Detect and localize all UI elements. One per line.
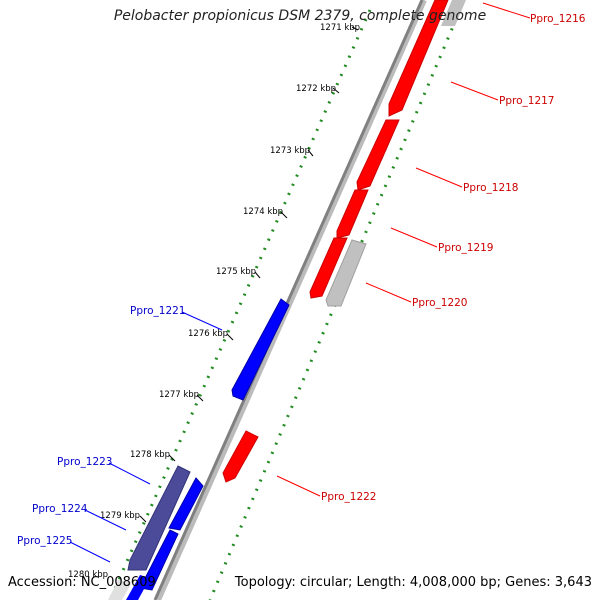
- svg-text:Ppro_1223: Ppro_1223: [57, 456, 112, 468]
- gene-bottom[interactable]: [126, 575, 150, 600]
- tick-1273: 1273 kbp: [270, 146, 314, 157]
- topology-text: Topology: circular; Length: 4,008,000 bp…: [234, 575, 592, 590]
- gene-Ppro_1218[interactable]: [336, 189, 369, 239]
- tick-label: 1277 kbp: [159, 390, 199, 400]
- svg-text:Ppro_1217: Ppro_1217: [499, 95, 554, 107]
- label-Ppro_1221[interactable]: Ppro_1221: [130, 305, 223, 331]
- gene-Ppro_1224[interactable]: [168, 477, 204, 531]
- tick-1271: 1271 kbp: [320, 23, 360, 33]
- label-Ppro_1223[interactable]: Ppro_1223: [57, 456, 151, 485]
- label-Ppro_1225[interactable]: Ppro_1225: [17, 535, 111, 563]
- tick-label: 1279 kbp: [100, 511, 140, 521]
- svg-text:Ppro_1220: Ppro_1220: [412, 297, 467, 309]
- gene-Ppro_1216-grey[interactable]: [441, 0, 466, 26]
- tick-1275: 1275 kbp: [216, 267, 261, 279]
- tick-label: 1273 kbp: [270, 146, 310, 156]
- tick-1280: 1280 kbp: [68, 570, 108, 580]
- tick-1274: 1274 kbp: [243, 207, 288, 219]
- svg-text:Ppro_1222: Ppro_1222: [321, 491, 376, 503]
- label-Ppro_1224[interactable]: Ppro_1224: [32, 503, 127, 531]
- gene-Ppro_1219[interactable]: [309, 237, 348, 299]
- tick-label: 1271 kbp: [320, 23, 360, 33]
- label-Ppro_1222[interactable]: Ppro_1222: [276, 475, 376, 503]
- svg-text:Ppro_1216: Ppro_1216: [530, 13, 586, 25]
- gene-Ppro_1220[interactable]: [325, 239, 367, 307]
- label-Ppro_1220[interactable]: Ppro_1220: [365, 282, 467, 309]
- tick-label: 1278 kbp: [130, 450, 170, 460]
- gene-bottom-grey[interactable]: [108, 580, 132, 600]
- svg-text:Ppro_1224: Ppro_1224: [32, 503, 88, 515]
- gene-Ppro_1221[interactable]: [231, 298, 290, 401]
- tick-1279: 1279 kbp: [100, 511, 147, 523]
- tick-1278: 1278 kbp: [130, 450, 176, 462]
- backbone-shadow: [155, 0, 427, 600]
- backbone: [153, 0, 424, 600]
- tick-1277: 1277 kbp: [159, 390, 204, 402]
- gene-Ppro_1225[interactable]: [139, 529, 179, 591]
- tick-label: 1274 kbp: [243, 207, 283, 217]
- tick-1276: 1276 kbp: [188, 329, 234, 341]
- label-Ppro_1218[interactable]: Ppro_1218: [415, 167, 518, 194]
- gene-Ppro_1222[interactable]: [222, 430, 259, 483]
- gene-Ppro_1216[interactable]: [388, 0, 449, 117]
- tick-label: 1272 kbp: [296, 84, 336, 94]
- svg-text:Ppro_1225: Ppro_1225: [17, 535, 72, 547]
- svg-text:Ppro_1218: Ppro_1218: [463, 182, 518, 194]
- svg-text:Ppro_1221: Ppro_1221: [130, 305, 185, 317]
- tick-label: 1275 kbp: [216, 267, 256, 277]
- svg-text:Ppro_1219: Ppro_1219: [438, 242, 493, 254]
- map-title: Pelobacter propionicus DSM 2379, complet…: [113, 8, 487, 24]
- label-Ppro_1217[interactable]: Ppro_1217: [450, 81, 554, 107]
- tick-label: 1276 kbp: [188, 329, 228, 339]
- gene-Ppro_1223[interactable]: [127, 465, 191, 571]
- gene-Ppro_1217[interactable]: [356, 119, 400, 191]
- label-Ppro_1216[interactable]: Ppro_1216: [482, 2, 586, 25]
- accession-text: Accession: NC_008609: [8, 575, 156, 590]
- tick-1272: 1272 kbp: [296, 84, 340, 94]
- label-Ppro_1219[interactable]: Ppro_1219: [390, 227, 493, 254]
- tick-label: 1280 kbp: [68, 570, 108, 580]
